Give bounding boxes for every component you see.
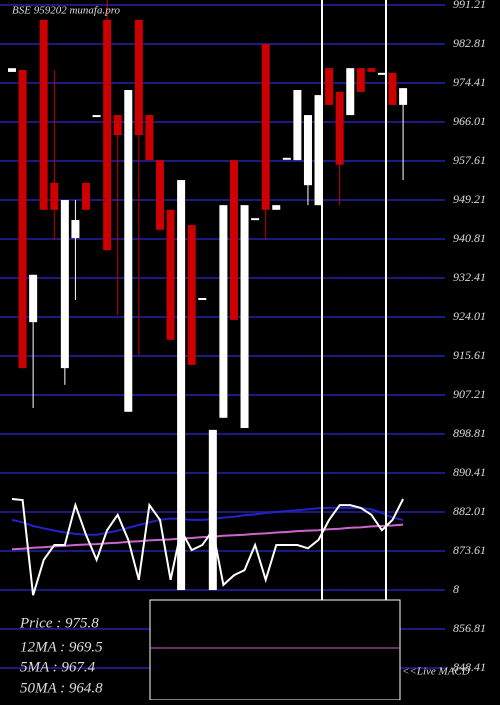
macd-label: <<Live MACD (402, 666, 470, 678)
candle-body (282, 157, 291, 160)
candle-body (134, 19, 143, 136)
candle-body (71, 220, 80, 239)
candle-body (303, 115, 312, 186)
info-label: 12MA : 969.5 (20, 639, 103, 655)
info-label: 5MA : 967.4 (20, 659, 96, 675)
overlays (11, 498, 404, 596)
y-tick-label: 940.81 (453, 231, 486, 245)
candle-body (113, 115, 122, 136)
candles (8, 0, 408, 591)
candle-body (335, 91, 344, 165)
candle-body (166, 209, 175, 340)
candle-body (356, 68, 365, 92)
candle-body (18, 70, 27, 369)
candle-body (29, 274, 38, 323)
candle-body (251, 218, 260, 221)
y-tick-label: 915.61 (453, 348, 486, 362)
candle-body (187, 225, 196, 365)
candle-body (50, 182, 59, 210)
chart-title: BSE 959202 munafa.pro (12, 5, 121, 17)
y-tick-label: 957.61 (453, 153, 486, 167)
candle-body (124, 90, 133, 412)
y-axis: 991.21 982.81 974.41 966.01 957.61 949.21 940.… (453, 0, 486, 674)
y-tick-label: 898.81 (453, 426, 486, 440)
y-tick-label: 991.21 (453, 0, 486, 11)
candle-body (293, 90, 302, 161)
candle-body (155, 160, 164, 230)
candle-body (314, 95, 323, 206)
candle-body (388, 72, 397, 105)
candle-body (81, 182, 90, 210)
info-label: 50MA : 964.8 (20, 680, 103, 696)
y-tick-label: 982.81 (453, 36, 486, 50)
candle-body (272, 205, 281, 210)
y-tick-label: 924.01 (453, 309, 486, 323)
candle-body (177, 180, 186, 591)
y-tick-label: 848.41 (453, 660, 486, 674)
y-tick-label: 907.21 (453, 387, 486, 401)
candle-body (145, 115, 154, 161)
y-tick-label: 966.01 (453, 114, 486, 128)
candle-body (60, 200, 69, 369)
candle-body (39, 19, 48, 210)
candle-body (229, 160, 238, 320)
y-tick-label: 873.61 (453, 543, 486, 557)
candle-body (377, 72, 386, 75)
y-tick-label: 932.41 (453, 270, 486, 284)
candle-body (103, 19, 112, 251)
y-tick-label: 949.21 (453, 192, 486, 206)
candle-body (208, 429, 217, 591)
candle-body (325, 68, 334, 105)
candle-body (346, 68, 355, 116)
candle-body (367, 68, 376, 72)
candle-body (399, 88, 408, 105)
candle-body (261, 44, 270, 210)
candle-body (198, 298, 207, 301)
candle-body (8, 68, 16, 72)
y-tick-label: 882.01 (453, 504, 486, 518)
macd-panel (149, 599, 401, 701)
candle-body (92, 115, 101, 118)
candle-body (219, 205, 228, 418)
y-tick-label: 8 (453, 582, 459, 596)
overlay-line (11, 498, 404, 596)
y-tick-label: 856.81 (453, 621, 486, 635)
candle-body (240, 205, 249, 429)
y-tick-label: 974.41 (453, 75, 486, 89)
y-tick-label: 890.41 (453, 465, 486, 479)
info-label: Price : 975.8 (19, 615, 99, 631)
